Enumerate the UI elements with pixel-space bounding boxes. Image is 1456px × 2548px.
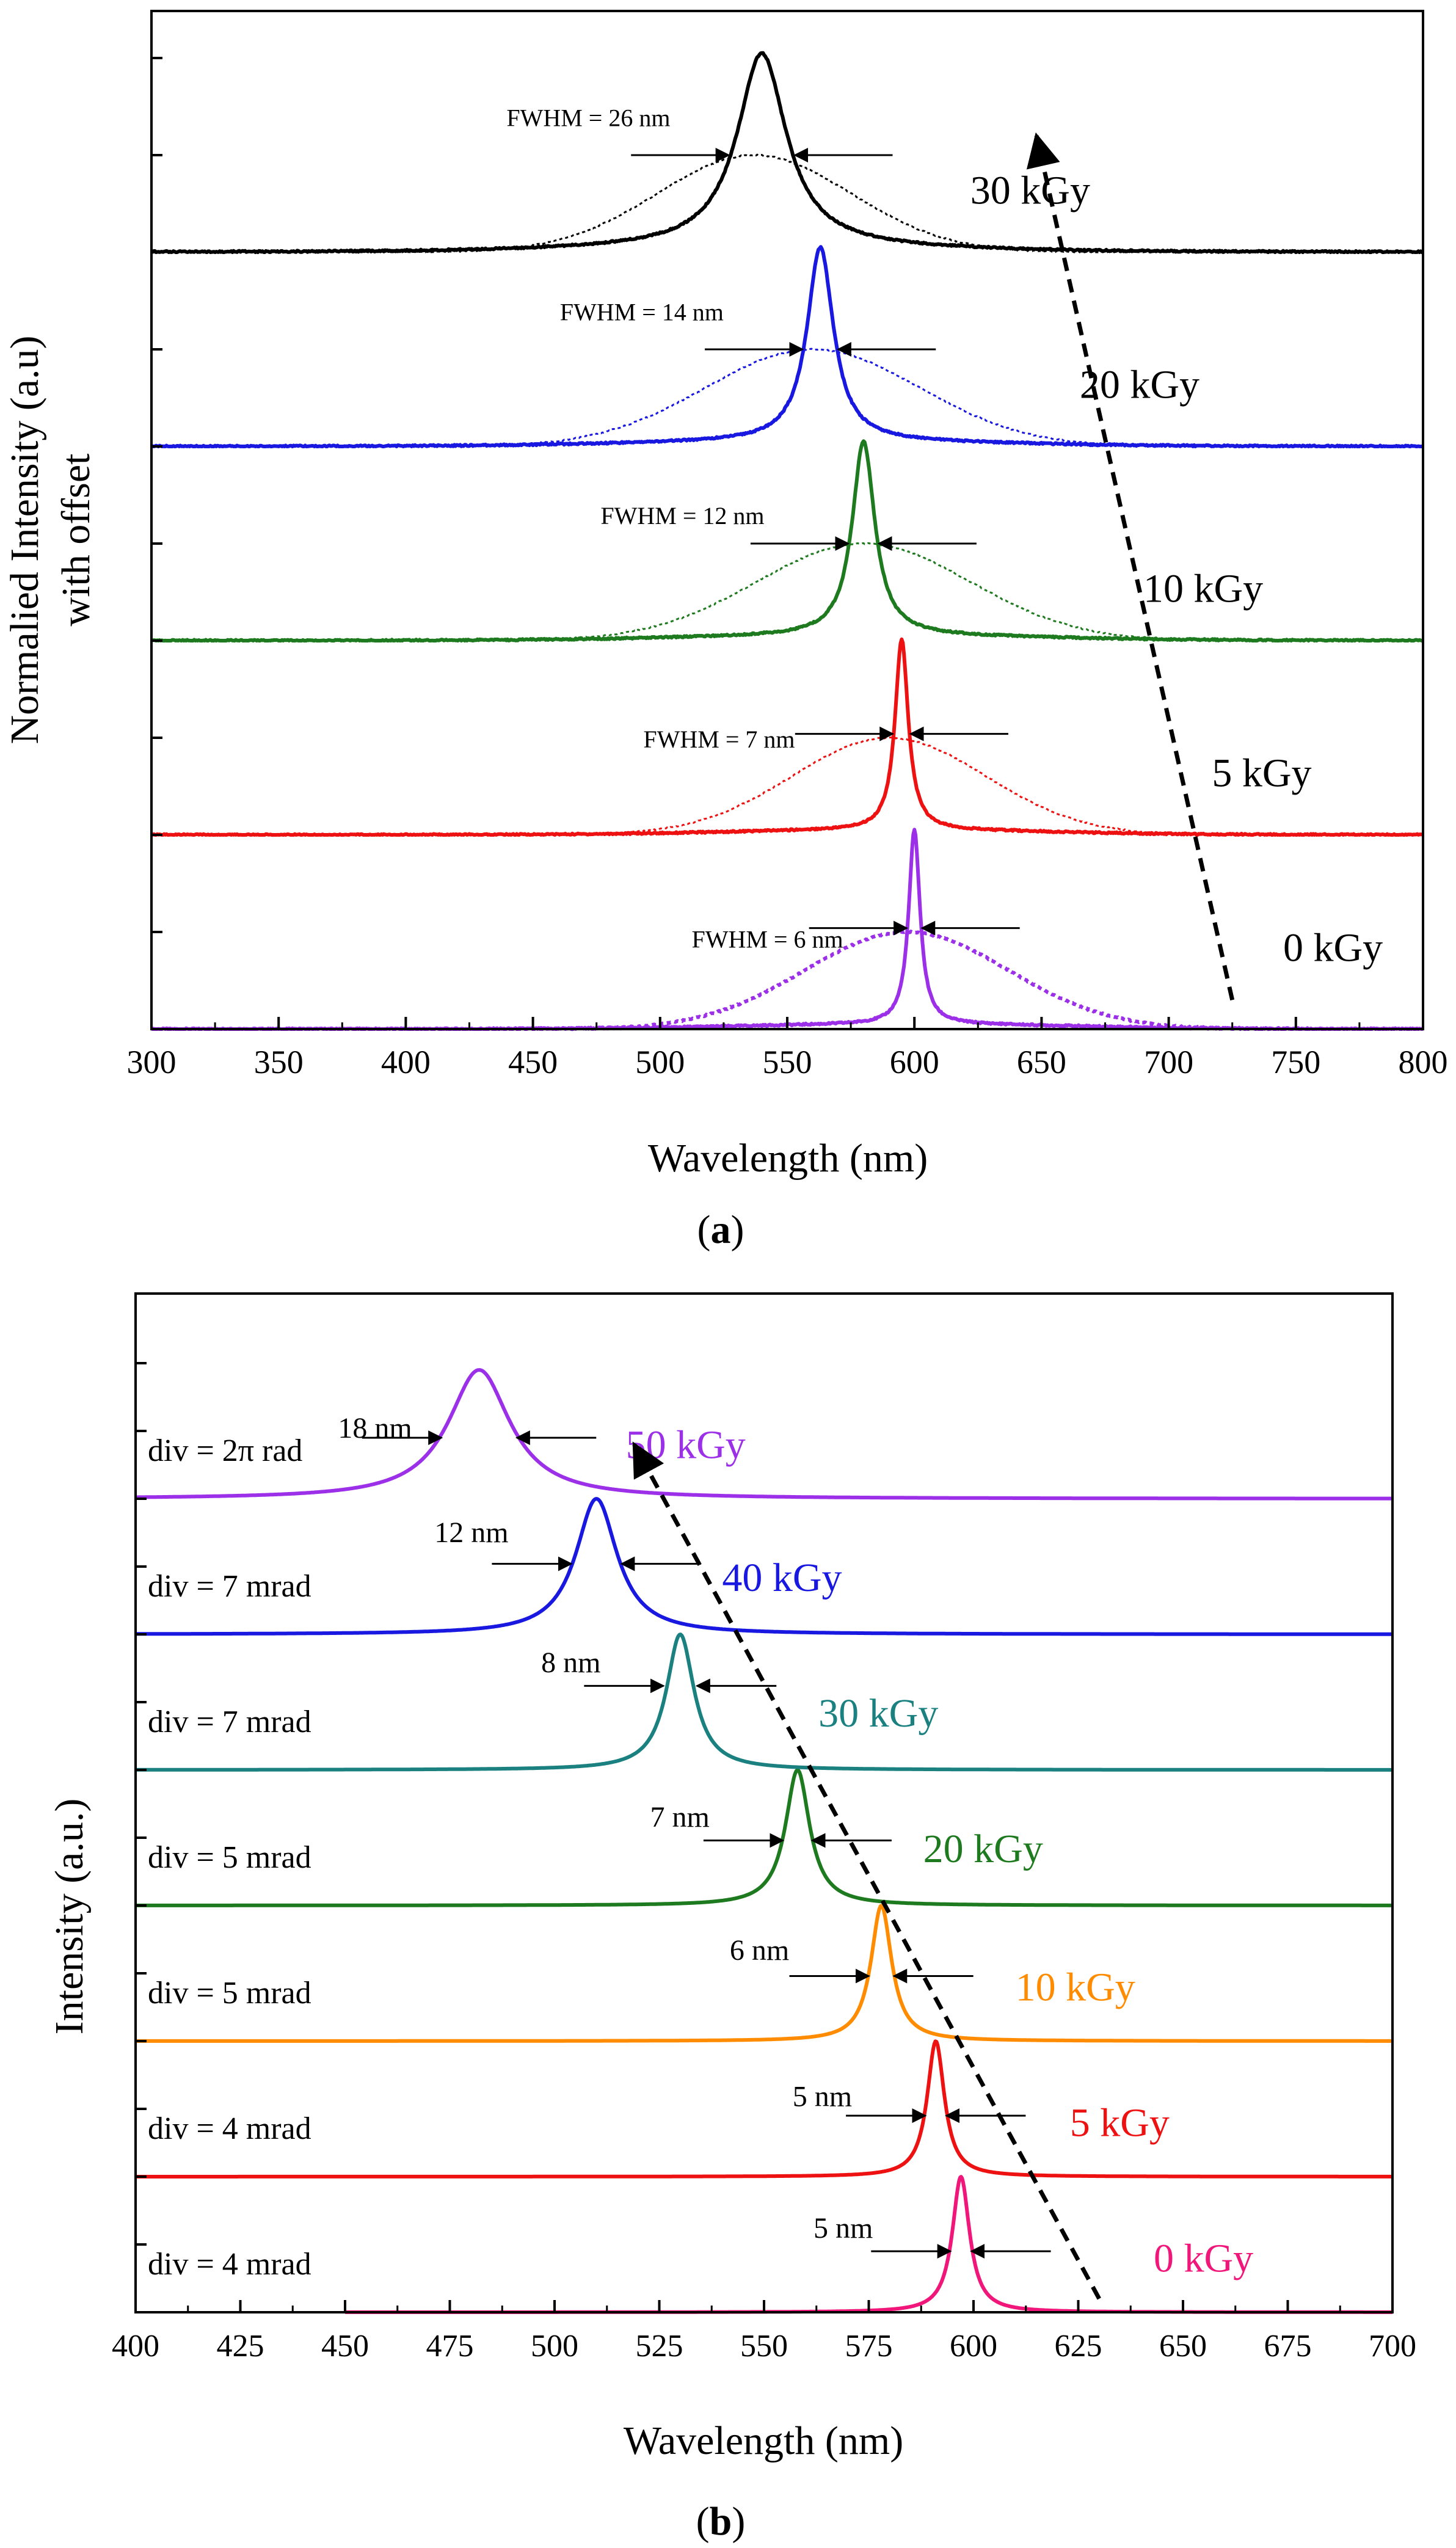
width-label-5-kgy: 5 nm (793, 2081, 852, 2113)
width-label-0-kgy: 5 nm (814, 2212, 873, 2244)
panel-a-caption: (a) (697, 1207, 744, 1252)
x-tick-label-650: 650 (1017, 1044, 1066, 1080)
series-10-kgy-curve (134, 1904, 1394, 2043)
panel-b-plot-frame (134, 1292, 1394, 2313)
width-label-10-kgy: FWHM = 12 nm (600, 502, 764, 530)
x-tick-label-550: 550 (763, 1044, 812, 1080)
divergence-label-10-kgy: div = 5 mrad (148, 1976, 311, 2011)
panel-b-x-axis-label: Wavelength (nm) (624, 2419, 903, 2463)
panel-a-y-axis-label-line1: Normalied Intensity (a.u) (2, 336, 47, 744)
series-50-kgy-curve (134, 1368, 1394, 1501)
width-label-0-kgy: FWHM = 6 nm (691, 925, 843, 953)
x-tick-label-800: 800 (1399, 1044, 1448, 1080)
width-label-10-kgy: 6 nm (730, 1934, 789, 1967)
width-label-40-kgy: 12 nm (434, 1516, 508, 1549)
series-20-kgy-broad-curve (151, 348, 1424, 448)
x-tick-label-400: 400 (381, 1044, 431, 1080)
x-tick-label-525: 525 (636, 2329, 683, 2364)
x-tick-label-700: 700 (1144, 1044, 1193, 1080)
x-tick-label-700: 700 (1369, 2329, 1416, 2364)
dose-label-0-kgy: 0 kGy (1283, 926, 1383, 970)
panel-b-x-ticks: 400 425 450 475 500 525 550 575 600 625 650 675 700 (112, 2300, 1416, 2364)
dose-label-10-kgy: 10 kGy (1016, 1965, 1135, 2009)
dose-trend-arrow (632, 1441, 1101, 2300)
panel-b-chart: 0 kGy 5 nm div = 4 mrad 5 kGy 5 nm div = 4 mr… (47, 1292, 1416, 2544)
divergence-label-30-kgy: div = 7 mrad (148, 1705, 311, 1739)
dose-label-5-kgy: 5 kGy (1212, 751, 1311, 796)
panel-b-y-axis-label: Intensity (a.u.) (47, 1799, 92, 2035)
panel-a-annotations: 0 kGy FWHM = 6 nm 5 kGy FWHM = 7 nm 10 kGy FW… (506, 104, 1383, 1001)
dose-label-5-kgy: 5 kGy (1070, 2100, 1170, 2145)
divergence-label-20-kgy: div = 5 mrad (148, 1840, 311, 1875)
x-tick-label-350: 350 (254, 1044, 304, 1080)
x-tick-label-600: 600 (890, 1044, 939, 1080)
dose-label-30-kgy: 30 kGy (818, 1691, 938, 1736)
dose-label-10-kgy: 10 kGy (1143, 566, 1263, 611)
dose-label-0-kgy: 0 kGy (1154, 2236, 1253, 2280)
width-label-20-kgy: FWHM = 14 nm (560, 298, 724, 326)
x-tick-label-425: 425 (217, 2329, 264, 2364)
divergence-label-5-kgy: div = 4 mrad (148, 2111, 311, 2146)
x-tick-label-600: 600 (950, 2329, 997, 2364)
panel-b-annotations: 0 kGy 5 nm div = 4 mrad 5 kGy 5 nm div = 4 mr… (148, 1412, 1253, 2300)
x-tick-label-675: 675 (1264, 2329, 1312, 2364)
dose-label-20-kgy: 20 kGy (923, 1827, 1043, 1871)
x-tick-label-650: 650 (1159, 2329, 1207, 2364)
dose-label-20-kgy: 20 kGy (1080, 363, 1199, 407)
series-30-kgy-broad-curve (151, 153, 1423, 253)
panel-b-caption: (b) (696, 2499, 746, 2544)
series-5-kgy-curve (134, 2039, 1394, 2179)
width-label-30-kgy: 8 nm (541, 1647, 600, 1679)
series-40-kgy-curve (134, 1497, 1394, 1636)
panel-a-x-ticks: 300 350 400 450 500 550 600 650 700 750 800 (127, 1017, 1448, 1080)
x-tick-label-500: 500 (635, 1044, 685, 1080)
panel-a-x-axis-label: Wavelength (nm) (648, 1136, 928, 1181)
x-tick-label-625: 625 (1055, 2329, 1102, 2364)
width-label-20-kgy: 7 nm (650, 1801, 709, 1833)
dose-trend-arrow (1026, 132, 1235, 1001)
width-label-5-kgy: FWHM = 7 nm (643, 726, 795, 753)
panel-b-y-ticks (136, 1362, 147, 2313)
dose-label-40-kgy: 40 kGy (722, 1556, 842, 1600)
series-20-kgy-curve (150, 245, 1424, 448)
divergence-label-0-kgy: div = 4 mrad (148, 2247, 311, 2282)
dose-label-30-kgy: 30 kGy (970, 169, 1090, 213)
panel-a-y-ticks (151, 57, 162, 1030)
x-tick-label-475: 475 (426, 2329, 474, 2364)
x-tick-label-300: 300 (127, 1044, 177, 1080)
width-label-50-kgy: 18 nm (338, 1412, 412, 1444)
x-tick-label-500: 500 (531, 2329, 578, 2364)
series-5-kgy-curve (150, 637, 1424, 837)
panel-a-plot-frame (150, 10, 1424, 1030)
panel-a-curves (150, 51, 1424, 1032)
x-tick-label-550: 550 (740, 2329, 788, 2364)
divergence-label-50-kgy: div = 2π rad (148, 1433, 302, 1468)
series-30-kgy-curve (134, 1633, 1394, 1772)
panel-a-y-axis-label-line2: with offset (54, 454, 98, 627)
panel-a-chart: 0 kGy FWHM = 6 nm 5 kGy FWHM = 7 nm 10 kGy FW… (2, 10, 1448, 1252)
x-tick-label-450: 450 (321, 2329, 369, 2364)
x-tick-label-575: 575 (845, 2329, 893, 2364)
x-tick-label-750: 750 (1271, 1044, 1320, 1080)
series-30-kgy-curve (150, 51, 1424, 254)
width-label-30-kgy: FWHM = 26 nm (506, 104, 670, 131)
series-20-kgy-curve (134, 1768, 1394, 1907)
series-10-kgy-curve (150, 439, 1424, 642)
x-tick-label-450: 450 (508, 1044, 558, 1080)
x-tick-label-400: 400 (112, 2329, 159, 2364)
divergence-label-40-kgy: div = 7 mrad (148, 1569, 311, 1604)
